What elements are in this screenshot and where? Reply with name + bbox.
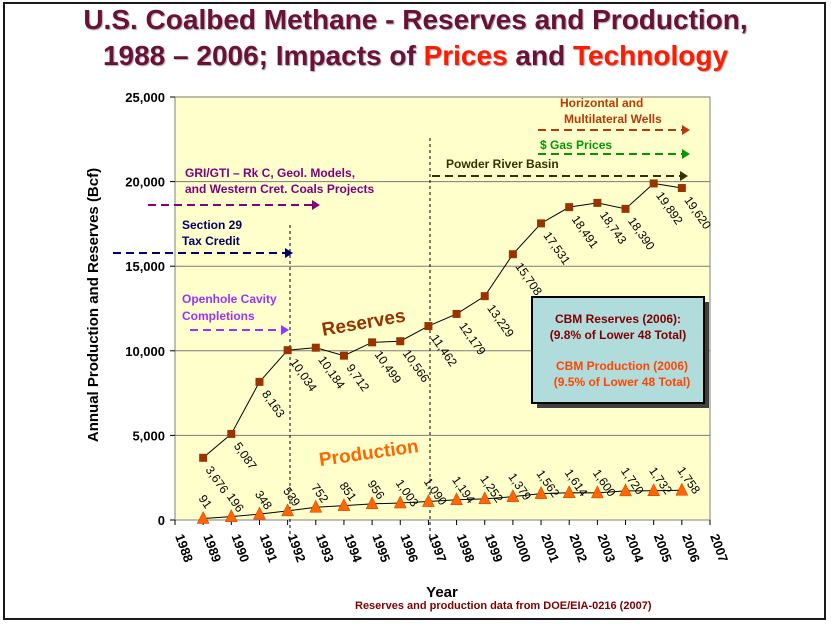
- info-box: [531, 296, 705, 404]
- reserves-point: [311, 343, 320, 352]
- production-point: [337, 498, 351, 511]
- gas-prices-arrowhead: [682, 149, 690, 159]
- reserves-point: [649, 179, 658, 188]
- x-tick-label: 1995: [369, 532, 393, 564]
- reserves-point: [283, 346, 292, 355]
- x-tick-label: 2007: [707, 532, 731, 564]
- production-point: [675, 482, 689, 496]
- x-tick-label: 2000: [510, 532, 534, 564]
- info-reserves-line2: (9.8% of Lower 48 Total): [550, 328, 686, 342]
- info-reserves-line1: CBM Reserves (2006):: [555, 312, 681, 326]
- reserves-point: [199, 453, 208, 462]
- x-tick-label: 1997: [426, 532, 450, 564]
- y-tick-label: 0: [158, 513, 165, 528]
- production-point: [647, 483, 661, 496]
- x-tick-label: 1992: [285, 532, 309, 564]
- production-point: [562, 485, 576, 498]
- x-tick-label: 2006: [679, 532, 703, 564]
- gridlines: [175, 96, 710, 436]
- source-note: Reserves and production data from DOE/EI…: [355, 600, 652, 612]
- production-point: [393, 495, 407, 509]
- reserves-point: [677, 184, 686, 193]
- x-tick-label: 1990: [228, 532, 252, 564]
- production-point: [365, 496, 379, 510]
- title-prices: Prices: [423, 40, 508, 71]
- section29-label-2: Tax Credit: [182, 234, 240, 248]
- y-tick-label: 20,000: [125, 175, 165, 190]
- reserves-point: [537, 219, 546, 228]
- horizontal-label-1: Horizontal and: [560, 96, 643, 110]
- reserves-point: [565, 203, 574, 212]
- x-tick-label: 1999: [482, 532, 506, 564]
- reserves-point: [593, 198, 602, 207]
- openhole-label-2: Completions: [182, 309, 255, 323]
- horizontal-arrowhead: [682, 125, 690, 135]
- reserves-point: [339, 351, 348, 360]
- info-production-line2: (9.5% of Lower 48 Total): [554, 375, 690, 389]
- production-point: [196, 510, 210, 524]
- production-point: [506, 489, 520, 502]
- chart-title-line-2: 1988 – 2006; Impacts of Prices and Techn…: [0, 40, 831, 72]
- reserves-point: [255, 377, 264, 386]
- prb-arrowhead: [680, 171, 688, 181]
- reserves-point: [621, 204, 630, 213]
- production-point: [534, 486, 548, 499]
- y-tick-label: 10,000: [125, 344, 165, 359]
- x-tick-label: 1998: [454, 532, 478, 564]
- x-tick-label: 1994: [341, 532, 365, 565]
- y-tick-label: 25,000: [125, 90, 165, 105]
- title-line2-prefix: 1988 – 2006; Impacts of: [102, 40, 424, 71]
- reserves-point: [396, 337, 405, 346]
- reserves-point: [368, 338, 377, 347]
- production-point: [281, 503, 295, 517]
- reserves-point: [424, 322, 433, 331]
- info-production-line1: CBM Production (2006): [556, 359, 688, 373]
- production-point: [478, 491, 492, 505]
- reserves-point: [508, 250, 517, 259]
- x-tick-label: 1988: [172, 532, 196, 564]
- y-axis-ticks: 0 5,000 10,000 15,000 20,000 25,000: [125, 90, 175, 528]
- chart-title-line-1: U.S. Coalbed Methane - Reserves and Prod…: [83, 4, 748, 35]
- gri-label-2: and Western Cret. Coals Projects: [185, 182, 374, 196]
- section29-label-1: Section 29: [182, 218, 242, 232]
- x-tick-label: 1991: [257, 532, 281, 564]
- gas-prices-label: $ Gas Prices: [540, 138, 612, 152]
- x-tick-label: 2003: [595, 532, 619, 564]
- title-technology: Technology: [573, 40, 729, 71]
- x-tick-label: 2005: [651, 532, 675, 564]
- prb-label: Powder River Basin: [446, 157, 559, 171]
- title-line2-mid: and: [507, 40, 573, 71]
- x-axis-ticks: 1988 1989 1990 1991 1992 1993 1994 1995 1996 1997…: [172, 520, 731, 565]
- production-point: [309, 499, 323, 513]
- y-tick-label: 5,000: [132, 428, 165, 443]
- horizontal-label-2: Multilateral Wells: [564, 112, 662, 126]
- production-line: [203, 489, 682, 519]
- openhole-arrowhead: [281, 325, 289, 335]
- section29-arrowhead: [285, 248, 293, 258]
- production-point: [422, 493, 435, 507]
- production-point: [450, 492, 463, 506]
- x-axis-label: Year: [426, 584, 458, 601]
- x-tick-label: 2002: [566, 532, 590, 564]
- x-tick-label: 2001: [538, 532, 562, 564]
- x-tick-label: 2004: [623, 532, 647, 565]
- gri-arrowhead: [312, 200, 320, 210]
- x-tick-label: 1996: [397, 532, 421, 564]
- reserves-point: [480, 292, 489, 301]
- reserves-line: [202, 182, 682, 459]
- production-point: [590, 485, 604, 499]
- reserves-point: [452, 309, 461, 318]
- y-tick-label: 15,000: [125, 259, 165, 274]
- y-axis-label: Annual Production and Reserves (Bcf): [85, 168, 102, 442]
- production-point: [253, 506, 266, 520]
- x-tick-label: 1993: [313, 532, 337, 564]
- gri-label-1: GRI/GTI – Rk C, Geol. Models,: [185, 166, 355, 180]
- x-tick-label: 1989: [200, 532, 224, 564]
- reserves-point: [227, 429, 236, 438]
- openhole-label-1: Openhole Cavity: [182, 292, 277, 306]
- production-point: [619, 483, 632, 497]
- production-point: [224, 509, 238, 522]
